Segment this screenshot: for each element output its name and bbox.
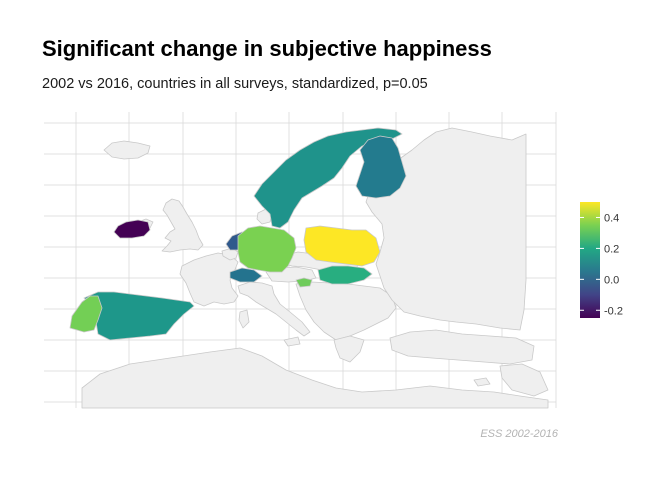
region-ireland bbox=[113, 219, 151, 239]
region-spain bbox=[83, 291, 195, 341]
region-italy bbox=[237, 281, 311, 337]
region-slovenia bbox=[295, 277, 313, 288]
region-sicily bbox=[283, 336, 301, 347]
plot-title: Significant change in subjective happine… bbox=[42, 36, 492, 61]
legend-label: 0.2 bbox=[604, 243, 619, 255]
region-switzerland bbox=[229, 267, 263, 283]
legend-colorbar bbox=[580, 202, 600, 318]
region-hungary bbox=[317, 265, 373, 285]
region-france bbox=[179, 252, 239, 307]
region-cyprus bbox=[473, 377, 491, 387]
region-balkans bbox=[295, 281, 397, 341]
data-countries bbox=[69, 127, 407, 341]
region-sardinia bbox=[238, 309, 250, 329]
plot-caption: ESS 2002-2016 bbox=[480, 428, 558, 440]
no-data-countries bbox=[81, 127, 549, 409]
region-poland bbox=[303, 225, 381, 267]
region-great-britain bbox=[161, 198, 204, 253]
legend-ticks: 0.4 0.2 0.0 -0.2 bbox=[580, 212, 623, 317]
legend-label: 0.0 bbox=[604, 274, 619, 286]
region-near-east bbox=[499, 363, 549, 397]
region-finland bbox=[355, 135, 407, 199]
region-portugal bbox=[69, 295, 103, 333]
legend-label: -0.2 bbox=[604, 305, 623, 317]
legend-label: 0.4 bbox=[604, 212, 619, 224]
region-greece bbox=[333, 335, 365, 363]
region-eastern-europe bbox=[365, 127, 527, 331]
region-germany bbox=[237, 225, 297, 273]
region-north-africa bbox=[81, 347, 549, 409]
region-turkey bbox=[389, 329, 535, 365]
region-iceland bbox=[103, 140, 151, 160]
color-legend: 0.4 0.2 0.0 -0.2 bbox=[580, 202, 623, 318]
plot-subtitle: 2002 vs 2016, countries in all surveys, … bbox=[42, 76, 428, 92]
